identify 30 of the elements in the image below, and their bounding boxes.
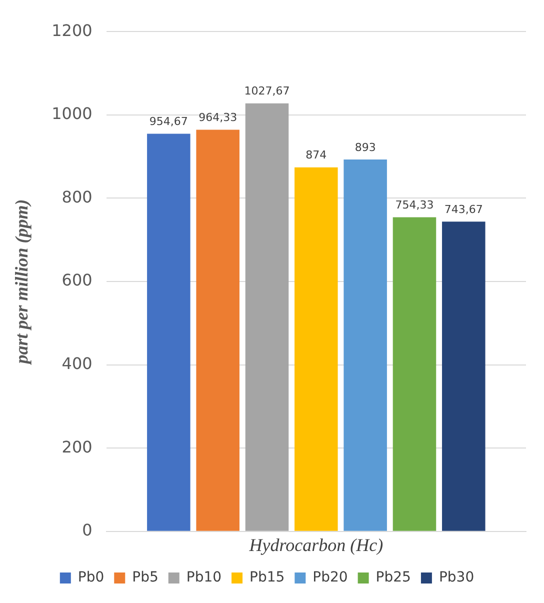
y-tick-label: 1200 bbox=[52, 20, 92, 40]
data-label: 954,67 bbox=[149, 115, 188, 128]
y-tick-label: 1000 bbox=[52, 104, 92, 124]
bar bbox=[294, 167, 338, 531]
y-axis-title: part per million (ppm) bbox=[11, 199, 32, 366]
data-label: 964,33 bbox=[198, 111, 238, 124]
bar bbox=[245, 103, 289, 531]
legend-label: Pb30 bbox=[438, 570, 474, 586]
legend-label: Pb5 bbox=[132, 570, 158, 586]
legend-label: Pb10 bbox=[186, 570, 222, 586]
legend-label: Pb0 bbox=[78, 570, 104, 586]
data-label: 754,33 bbox=[395, 198, 434, 212]
bar bbox=[147, 134, 190, 531]
bar bbox=[344, 159, 387, 531]
y-tick-label: 0 bbox=[82, 520, 92, 540]
bar bbox=[196, 130, 240, 531]
y-tick-label: 200 bbox=[62, 437, 92, 456]
data-label: 743,67 bbox=[444, 203, 483, 216]
x-axis-title: Hydrocarbon (Hc) bbox=[248, 534, 384, 555]
data-label: 893 bbox=[354, 140, 376, 154]
legend-label: Pb25 bbox=[376, 570, 411, 586]
bar bbox=[392, 217, 436, 531]
legend-label: Pb20 bbox=[312, 570, 348, 586]
data-label: 1027,67 bbox=[244, 84, 290, 98]
y-tick-label: 400 bbox=[62, 354, 92, 373]
legend-label: Pb15 bbox=[250, 570, 285, 586]
data-label: 874 bbox=[306, 148, 327, 162]
bar bbox=[442, 222, 486, 531]
y-tick-label: 800 bbox=[62, 187, 92, 206]
y-tick-label: 600 bbox=[62, 270, 92, 290]
